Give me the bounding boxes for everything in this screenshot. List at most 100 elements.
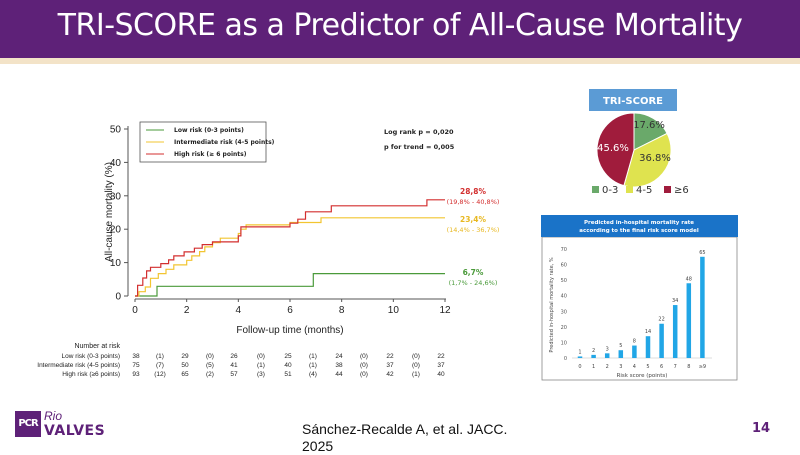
risk-table-cell: (12) xyxy=(154,371,166,378)
end-label-intermediate: 23,4% xyxy=(460,215,487,224)
pie-legend-label: 4-5 xyxy=(636,185,652,196)
bar-value-label: 65 xyxy=(699,250,705,256)
bar-value-label: 22 xyxy=(658,317,664,323)
risk-table-cell: (3) xyxy=(257,371,265,378)
risk-table-cell: (4) xyxy=(309,371,317,378)
km-y-tick-label: 50 xyxy=(110,125,122,136)
pie-slice-label: 36.8% xyxy=(639,153,671,164)
pie-title: TRI-SCORE xyxy=(603,96,663,107)
risk-table-cell: (1) xyxy=(156,353,164,360)
risk-table-row-label: Intermediate risk (4-5 points) xyxy=(37,362,120,369)
km-x-tick-label: 6 xyxy=(287,305,293,316)
risk-table-cell: 40 xyxy=(437,371,445,378)
pie-legend: 0-3 4-5 ≥6 xyxy=(592,185,689,196)
bar-6 xyxy=(659,323,664,358)
bar-7 xyxy=(672,305,678,358)
bar-1 xyxy=(591,354,596,358)
bar-x-tick-label: 5 xyxy=(646,364,649,370)
km-y-ticks: 0 10 20 30 40 50 xyxy=(110,125,128,303)
risk-table-cell: 25 xyxy=(284,353,292,360)
logo-line1: Rio xyxy=(44,409,63,423)
bar-9 xyxy=(700,256,705,358)
risk-table-cell: 93 xyxy=(132,371,140,378)
bar-value-label: 48 xyxy=(686,276,692,282)
bar-title-band xyxy=(541,215,738,237)
risk-table-cell: 42 xyxy=(386,371,394,378)
logo-mark: PCR xyxy=(15,411,41,437)
km-x-tick-label: 4 xyxy=(236,305,242,316)
bar-y-ticks: 0 10 20 30 40 50 60 70 xyxy=(561,247,567,362)
risk-table-cell: 22 xyxy=(437,353,445,360)
pie-legend-swatch xyxy=(592,186,599,193)
end-label-high: 28,8% xyxy=(460,187,487,196)
risk-table-cell: (1) xyxy=(309,353,317,360)
pie-title-band xyxy=(589,89,677,111)
bar-x-tick-label: 2 xyxy=(606,364,609,370)
pie-legend-label: ≥6 xyxy=(674,185,689,196)
legend-label-high: High risk (≥ 6 points) xyxy=(174,151,247,158)
risk-table-cell: 37 xyxy=(386,362,394,369)
bar-value-label: 34 xyxy=(672,298,678,304)
km-y-tick-label: 30 xyxy=(110,191,122,202)
end-ci-low: (1,7% - 24,6%) xyxy=(449,279,498,287)
bar-x-tick-label: 8 xyxy=(687,364,690,370)
end-label-low: 6,7% xyxy=(463,268,484,277)
km-x-ticks: 0 2 4 6 8 10 12 xyxy=(132,299,451,316)
risk-table-cell: (7) xyxy=(156,362,164,369)
risk-table-cell: 50 xyxy=(181,362,189,369)
log-rank-stat: Log rank p = 0,020 xyxy=(384,128,454,136)
bar-3 xyxy=(618,350,624,358)
risk-table: Low risk (0-3 points) 38 (1) 29 (0) 26 (0) 25 (1… xyxy=(37,353,445,378)
bar-y-tick-label: 20 xyxy=(561,325,567,331)
legend-label-intermediate: Intermediate risk (4-5 points) xyxy=(174,139,275,146)
bar-x-tick-label: 6 xyxy=(660,364,663,370)
risk-table-cell: (1) xyxy=(309,362,317,369)
bar-y-tick-label: 10 xyxy=(561,340,567,346)
bar-y-tick-label: 50 xyxy=(561,278,567,284)
pie-slice-label: 17.6% xyxy=(633,120,665,131)
title-bar: TRI-SCORE as a Predictor of All-Cause Mo… xyxy=(0,0,800,58)
risk-table-cell: 38 xyxy=(335,362,343,369)
legend-label-low: Low risk (0-3 points) xyxy=(174,127,244,134)
risk-table-cell: 26 xyxy=(230,353,238,360)
km-x-tick-label: 8 xyxy=(339,305,345,316)
bar-value-label: 8 xyxy=(633,339,636,345)
pie-slice-0-3 xyxy=(633,112,668,151)
risk-table-cell: 24 xyxy=(335,353,343,360)
bar-5 xyxy=(645,336,651,358)
risk-table-cell: (0) xyxy=(412,353,420,360)
pie-slices: 17.6% 36.8% 45.6% xyxy=(596,112,672,188)
bar-x-tick-label: 7 xyxy=(674,364,677,370)
risk-table-cell: 37 xyxy=(437,362,445,369)
end-ci-high: (19,8% - 40,8%) xyxy=(447,198,500,206)
bar-value-label: 14 xyxy=(645,329,651,335)
risk-table-cell: 57 xyxy=(230,371,238,378)
risk-table-cell: (0) xyxy=(412,362,420,369)
bar-value-label: 1 xyxy=(578,349,581,355)
bar-x-tick-label: 3 xyxy=(619,364,622,370)
km-line-intermediate-risk xyxy=(135,217,445,297)
km-series xyxy=(135,199,445,297)
bar-title-line1: Predicted in-hospital mortality rate xyxy=(584,220,694,226)
km-x-label: Follow-up time (months) xyxy=(236,325,343,336)
bar-value-label: 5 xyxy=(619,343,622,349)
bar-x-tick-label: 0 xyxy=(578,364,581,370)
km-y-tick-label: 10 xyxy=(110,258,122,269)
pie-chart: TRI-SCORE 17.6% 36.8% 45.6% 0-3 4-5 ≥6 xyxy=(589,89,689,196)
pie-slice-label: 45.6% xyxy=(597,143,629,154)
risk-table-cell: 65 xyxy=(181,371,189,378)
risk-table-cell: (0) xyxy=(360,362,368,369)
risk-table-cell: (2) xyxy=(206,371,214,378)
pcr-rio-valves-logo: PCR Rio VALVES xyxy=(15,409,115,439)
risk-table-cell: (0) xyxy=(257,353,265,360)
risk-table-cell: (0) xyxy=(360,371,368,378)
bar-4 xyxy=(632,345,637,358)
risk-table-row-label: High risk (≥6 points) xyxy=(62,371,120,378)
bar-title-line2: according to the final risk score model xyxy=(579,228,699,234)
bar-y-label: Predicted in-hospital mortality rate, % xyxy=(549,257,555,352)
bar-bars: 1 0 2 1 3 2 5 3 8 4 14 5 22 6 34 7 48 8 65 ≥9 xyxy=(577,250,706,370)
km-y-label: All-cause mortality (%) xyxy=(104,162,115,262)
logo-line2: VALVES xyxy=(44,423,106,439)
km-x-tick-label: 0 xyxy=(132,305,138,316)
